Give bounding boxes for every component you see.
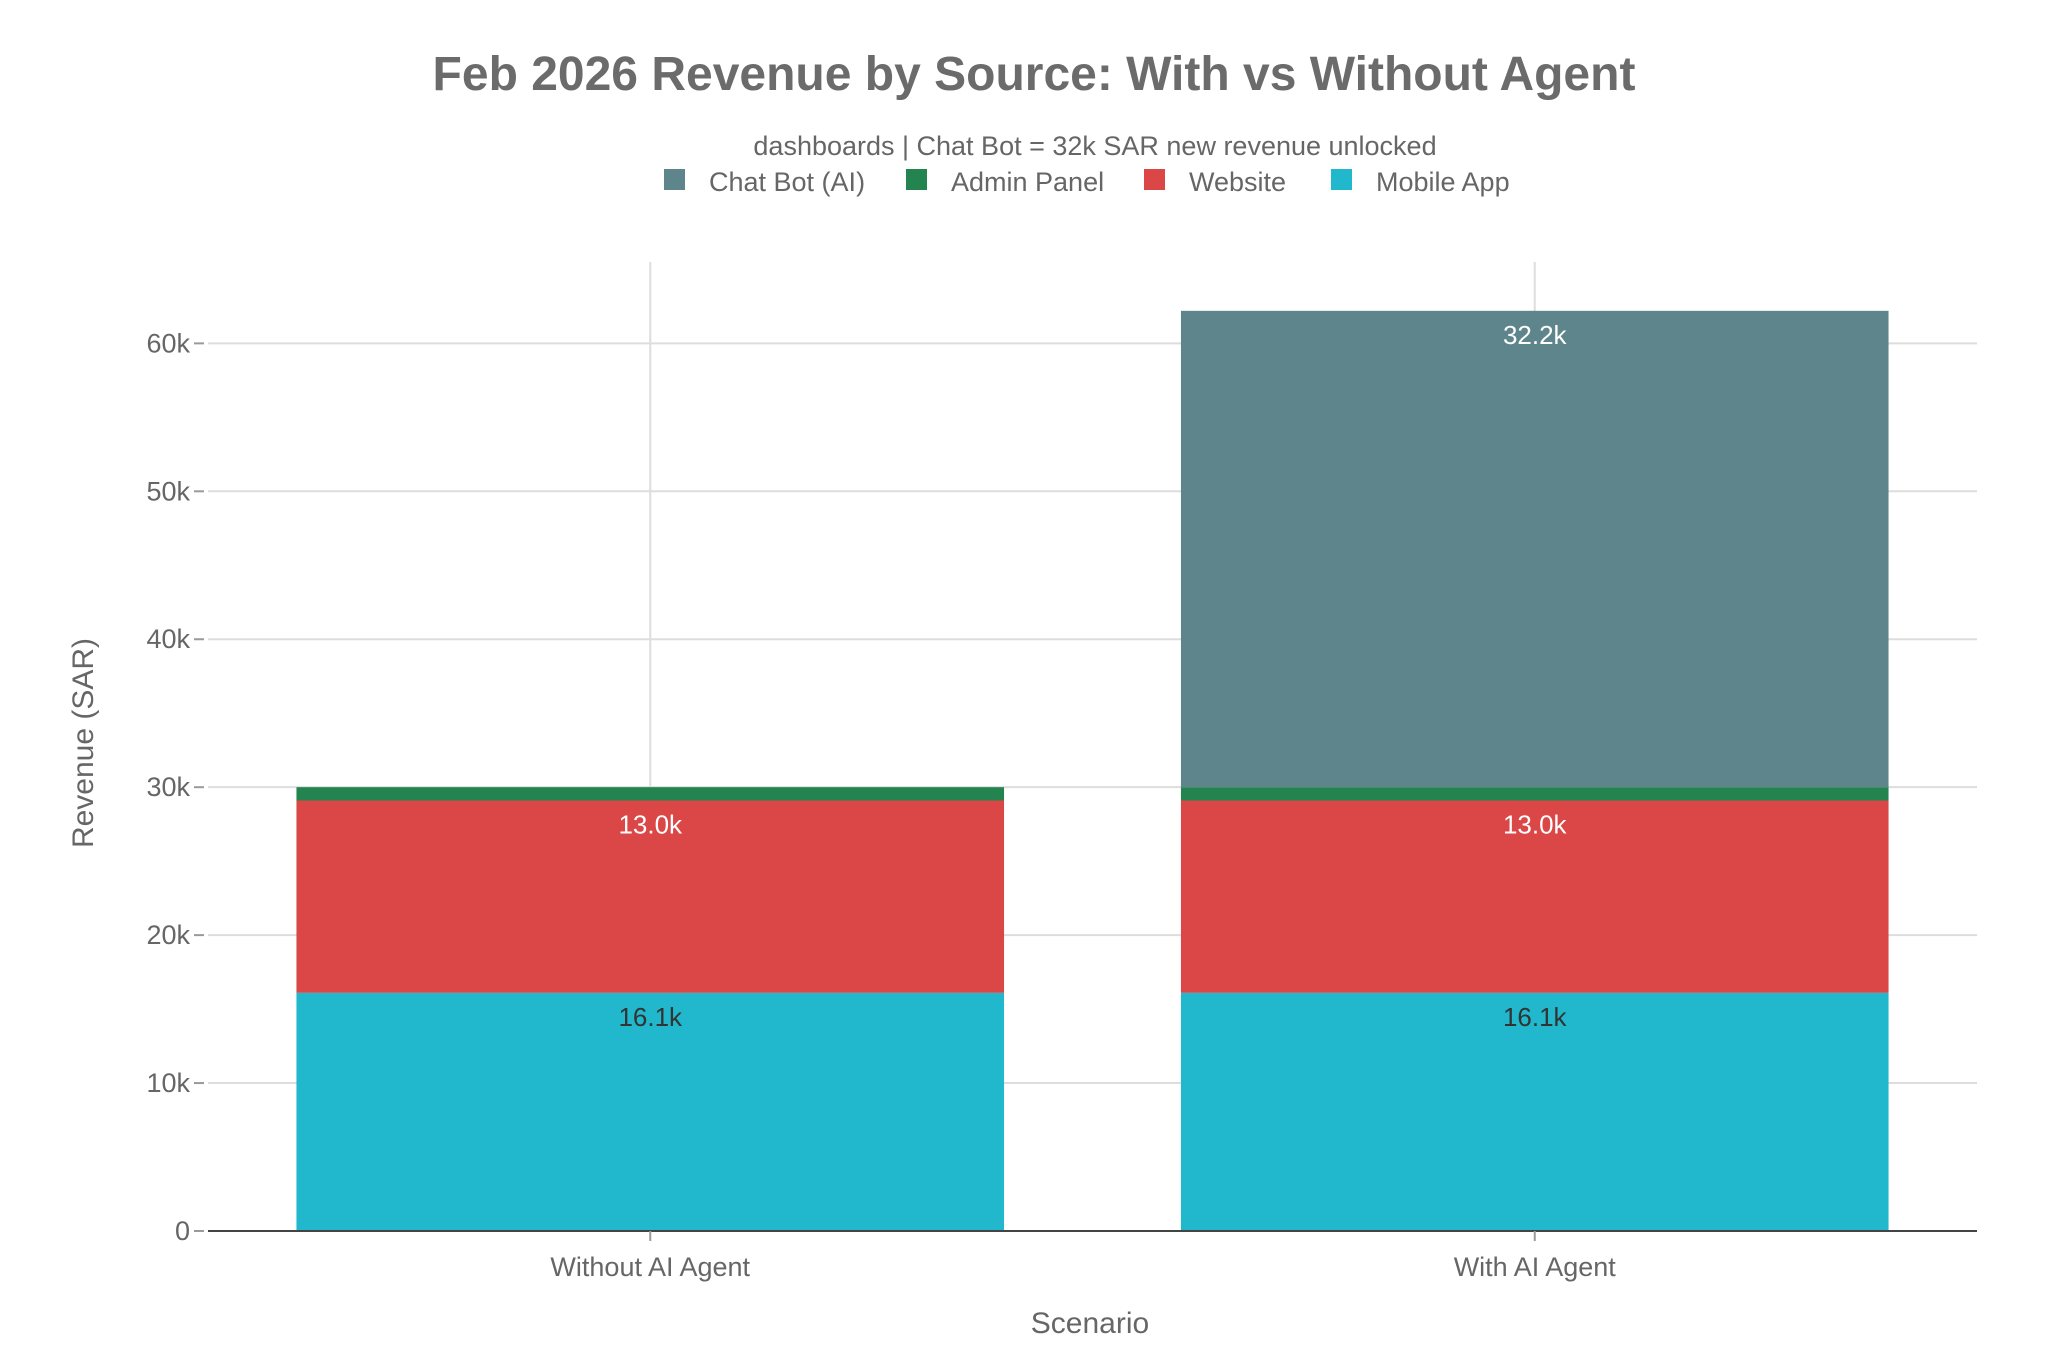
- bar-segment: [1180, 992, 1889, 1231]
- y-tick-label: 40k: [146, 624, 190, 654]
- bar-segment: [1180, 310, 1889, 788]
- bar-labels: 16.1k 16.1k 13.0k 13.0k 32.2k: [618, 320, 1567, 1032]
- legend: Chat Bot (AI) Admin Panel Website Mobile Ap…: [664, 167, 1510, 197]
- x-axis-title: Scenario: [1031, 1307, 1149, 1340]
- y-tick-label: 20k: [146, 920, 190, 950]
- bars: [296, 310, 1889, 1231]
- bar-segment: [296, 800, 1005, 993]
- y-axis-title: Revenue (SAR): [67, 638, 100, 848]
- axes: 0 10k 20k 30k 40k 50k 60k Without AI Agent With …: [146, 328, 1977, 1282]
- bar-value-label: 16.1k: [618, 1002, 683, 1032]
- y-tick-label: 10k: [146, 1068, 190, 1098]
- bar-value-label: 32.2k: [1503, 320, 1568, 350]
- y-tick-label: 50k: [146, 476, 190, 506]
- legend-label: Admin Panel: [951, 167, 1104, 197]
- x-tick-label: With AI Agent: [1454, 1252, 1617, 1282]
- legend-swatch: [1144, 169, 1165, 190]
- x-tick-label: Without AI Agent: [550, 1252, 750, 1282]
- chart-title: Feb 2026 Revenue by Source: With vs With…: [433, 48, 1636, 101]
- y-tick-label: 0: [175, 1216, 190, 1246]
- legend-swatch: [906, 169, 927, 190]
- bar-segment: [296, 992, 1005, 1231]
- bar-value-label: 13.0k: [618, 809, 683, 839]
- y-tick-label: 30k: [146, 772, 190, 802]
- legend-swatch: [664, 169, 685, 190]
- bar-segment: [1180, 787, 1889, 801]
- bar-value-label: 16.1k: [1503, 1002, 1568, 1032]
- legend-swatch: [1331, 169, 1352, 190]
- bar-segment: [1180, 800, 1889, 993]
- legend-label: Website: [1189, 167, 1286, 197]
- legend-label: Chat Bot (AI): [709, 167, 865, 197]
- chart-subtitle: dashboards | Chat Bot = 32k SAR new reve…: [753, 131, 1436, 161]
- legend-label: Mobile App: [1376, 167, 1510, 197]
- bar-value-label: 13.0k: [1503, 809, 1568, 839]
- bar-segment: [296, 787, 1005, 801]
- y-tick-label: 60k: [146, 328, 190, 358]
